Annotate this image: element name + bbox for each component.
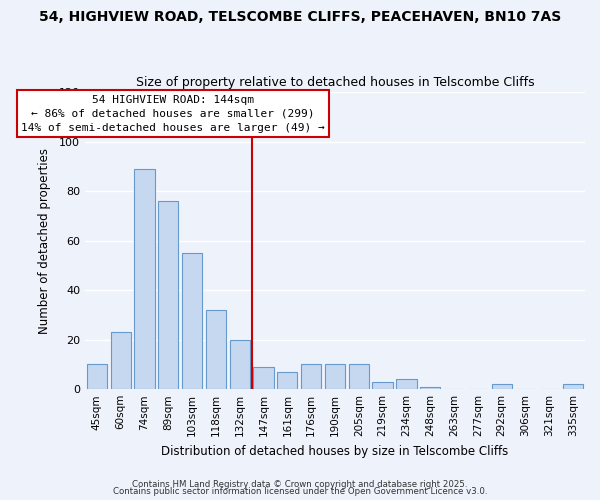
Bar <box>349 364 369 389</box>
Text: Contains HM Land Registry data © Crown copyright and database right 2025.: Contains HM Land Registry data © Crown c… <box>132 480 468 489</box>
Bar <box>87 364 107 389</box>
Text: Contains public sector information licensed under the Open Government Licence v3: Contains public sector information licen… <box>113 488 487 496</box>
Text: 54 HIGHVIEW ROAD: 144sqm
← 86% of detached houses are smaller (299)
14% of semi-: 54 HIGHVIEW ROAD: 144sqm ← 86% of detach… <box>21 94 325 132</box>
Bar <box>491 384 512 389</box>
Bar <box>301 364 321 389</box>
Bar <box>134 169 155 389</box>
Bar <box>110 332 131 389</box>
Bar <box>396 380 416 389</box>
Bar <box>253 367 274 389</box>
Bar <box>230 340 250 389</box>
Bar <box>158 201 178 389</box>
Bar <box>206 310 226 389</box>
Bar <box>373 382 393 389</box>
Title: Size of property relative to detached houses in Telscombe Cliffs: Size of property relative to detached ho… <box>136 76 534 90</box>
X-axis label: Distribution of detached houses by size in Telscombe Cliffs: Distribution of detached houses by size … <box>161 444 509 458</box>
Bar <box>420 386 440 389</box>
Bar <box>563 384 583 389</box>
Bar <box>325 364 345 389</box>
Text: 54, HIGHVIEW ROAD, TELSCOMBE CLIFFS, PEACEHAVEN, BN10 7AS: 54, HIGHVIEW ROAD, TELSCOMBE CLIFFS, PEA… <box>39 10 561 24</box>
Bar <box>277 372 298 389</box>
Bar <box>182 253 202 389</box>
Y-axis label: Number of detached properties: Number of detached properties <box>38 148 50 334</box>
